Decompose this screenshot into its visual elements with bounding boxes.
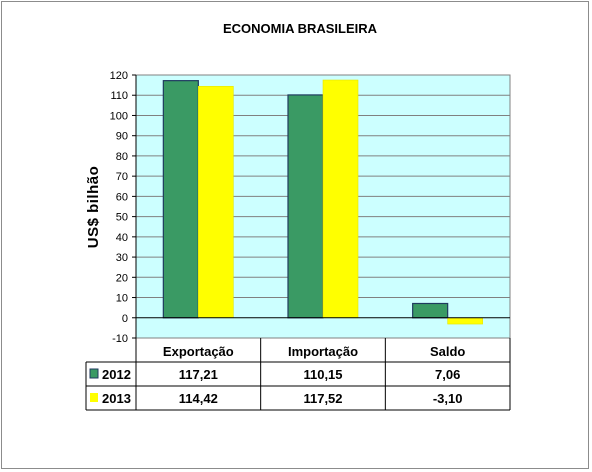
y-tick-label: 20: [116, 272, 128, 284]
y-tick-label: 60: [116, 191, 128, 203]
y-tick-label: 100: [110, 110, 128, 122]
y-tick-label: 80: [116, 151, 128, 163]
y-tick-label: 70: [116, 171, 128, 183]
category-label: Importação: [288, 344, 358, 359]
y-tick-label: 50: [116, 212, 128, 224]
category-label: Saldo: [430, 344, 465, 359]
data-label: 114,42: [179, 391, 218, 406]
bar-2013-2: [322, 79, 359, 319]
bar-2012-3: [412, 302, 449, 319]
bar-2013-3: [447, 317, 483, 325]
plot-area: -10 0 10 20 30 40 50 60 70 80 90 100 110 120: [110, 70, 511, 345]
y-tick-label: 90: [116, 131, 128, 143]
series-name: 2013: [102, 391, 131, 406]
chart-title: ECONOMIA BRASILEIRA: [223, 21, 378, 36]
y-tick-label: 30: [116, 252, 128, 264]
bar-2013-1: [198, 85, 234, 319]
y-tick-label: -10: [112, 333, 128, 345]
data-table: Exportação Importação Saldo 2012 117,21 110,1…: [85, 338, 511, 411]
data-label: 110,15: [303, 367, 342, 382]
y-tick-label: 10: [116, 293, 128, 305]
y-tick-label: 110: [110, 90, 128, 102]
legend-key-2012: [89, 368, 99, 379]
data-label: -3,10: [433, 391, 463, 406]
y-tick-label: 40: [116, 232, 128, 244]
bar-2012-1: [162, 80, 199, 319]
data-label: 117,21: [179, 367, 218, 382]
y-axis-label: US$ bilhão: [85, 166, 102, 249]
category-label: Exportação: [163, 344, 234, 359]
bar-2012-2: [287, 94, 324, 319]
data-label: 7,06: [435, 367, 460, 382]
series-name: 2012: [102, 367, 131, 382]
y-tick-label: 0: [122, 313, 128, 325]
data-label: 117,52: [303, 391, 342, 406]
y-tick-label: 120: [110, 70, 128, 82]
legend-key-2013: [90, 393, 98, 402]
